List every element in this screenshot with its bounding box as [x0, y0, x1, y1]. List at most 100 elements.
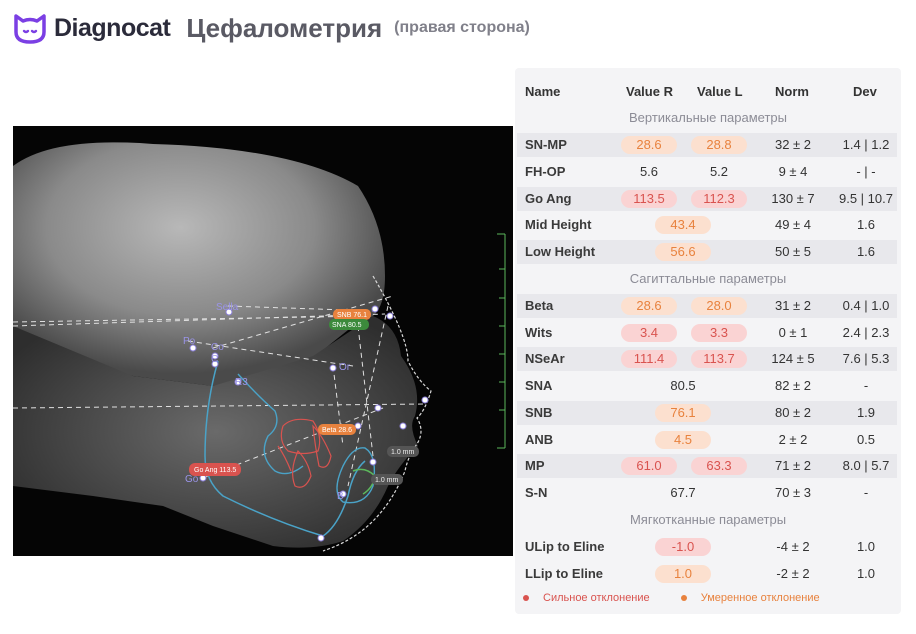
mm-tag-2-text: 1.0 mm — [375, 477, 399, 484]
landmark-or-label: Or — [339, 362, 351, 373]
row-dev: 1.9 — [856, 405, 876, 420]
row-norm: 71 ± 2 — [774, 458, 812, 473]
row-dev: - | - — [856, 164, 876, 179]
row-norm: 80 ± 2 — [774, 405, 812, 420]
row-name: SN-MP — [525, 137, 567, 152]
landmark-c-label: C — [211, 354, 218, 365]
snb-tag[interactable]: SNB 76.1 — [333, 309, 371, 320]
row-value-r: 111.4 — [621, 350, 677, 368]
row-value-l: 5.2 — [709, 164, 729, 179]
page-subtitle: (правая сторона) — [394, 19, 530, 36]
row-dev: 1.0 — [856, 566, 876, 581]
sna-tag-text: SNA 80.5 — [332, 322, 362, 329]
row-norm: 31 ± 2 — [774, 298, 812, 313]
row-value: 80.5 — [670, 378, 696, 393]
beta-tag[interactable]: Beta 28.6 — [318, 424, 356, 435]
row-value: -1.0 — [655, 538, 711, 556]
row-value-r: 3.4 — [621, 324, 677, 342]
table-header: Name Value R Value L Norm Dev — [515, 84, 901, 104]
sna-tag[interactable]: SNA 80.5 — [329, 319, 369, 330]
row-name: SNB — [525, 405, 553, 420]
row-name: ANB — [525, 432, 554, 447]
row-value-r: 5.6 — [639, 164, 659, 179]
row-value-l: 28.8 — [691, 136, 747, 154]
row-dev: 1.4 | 1.2 — [842, 137, 890, 152]
row-dev: - — [863, 485, 869, 500]
table-row: Wits 3.4 3.3 0 ± 1 2.4 | 2.3 — [517, 321, 897, 345]
row-norm: -2 ± 2 — [776, 566, 810, 581]
table-row: MP 61.0 63.3 71 ± 2 8.0 | 5.7 — [517, 454, 897, 478]
row-dev: 0.4 | 1.0 — [842, 298, 890, 313]
mm-tag-2[interactable]: 1.0 mm — [371, 474, 403, 485]
row-value: 43.4 — [655, 216, 711, 234]
table-row: SNA 80.5 82 ± 2 - — [517, 374, 897, 398]
row-dev: - — [863, 378, 869, 393]
landmark-go-label: Go — [185, 474, 199, 485]
beta-tag-text: Beta 28.6 — [322, 427, 352, 434]
reference-lines — [13, 295, 426, 487]
xray-canvas: Sella Po Co C R3 Or Go B SNB 76.1 SNA 80… — [13, 126, 513, 556]
row-name: ULip to Eline — [525, 539, 605, 554]
brand-name: Diagnocat — [54, 13, 171, 42]
go-ang-tag[interactable]: Go Ang 113.5 — [189, 463, 241, 476]
mm-tag-1[interactable]: 1.0 mm — [387, 446, 419, 457]
row-name: S-N — [525, 485, 548, 500]
row-norm: 0 ± 1 — [778, 325, 808, 340]
row-norm: 124 ± 5 — [771, 351, 815, 366]
cephalometric-xray[interactable]: Sella Po Co C R3 Or Go B SNB 76.1 SNA 80… — [13, 126, 513, 556]
row-name: Mid Height — [525, 217, 592, 232]
col-dev-header: Dev — [853, 84, 877, 99]
table-row: ANB 4.5 2 ± 2 0.5 — [517, 428, 897, 452]
row-dev: 9.5 | 10.7 — [839, 191, 893, 206]
row-name: NSeAr — [525, 351, 565, 366]
row-name: FH-OP — [525, 164, 566, 179]
row-norm: 9 ± 4 — [778, 164, 808, 179]
table-row: ULip to Eline -1.0 -4 ± 2 1.0 — [517, 535, 897, 559]
row-value: 67.7 — [670, 485, 696, 500]
row-value-l: 28.0 — [691, 297, 747, 315]
soft-tissue-profile — [322, 275, 432, 552]
landmark-r3-label: R3 — [235, 377, 248, 388]
row-value: 1.0 — [655, 565, 711, 583]
table-row: Go Ang 113.5 112.3 130 ± 7 9.5 | 10.7 — [517, 187, 897, 211]
snb-tag-text: SNB 76.1 — [337, 312, 367, 319]
go-ang-tag-text: Go Ang 113.5 — [194, 467, 236, 474]
row-norm: 2 ± 2 — [778, 432, 808, 447]
landmark-points — [189, 305, 429, 542]
row-value: 56.6 — [655, 243, 711, 261]
row-value-r: 61.0 — [621, 457, 677, 475]
measurements-panel: Name Value R Value L Norm Dev Вертикальн… — [515, 68, 901, 614]
face-silhouette — [13, 316, 418, 548]
row-norm: 50 ± 5 — [774, 244, 812, 259]
col-norm-header: Norm — [775, 84, 809, 99]
row-name: MP — [525, 458, 545, 473]
row-norm: 49 ± 4 — [774, 217, 812, 232]
table-row: NSeAr 111.4 113.7 124 ± 5 7.6 | 5.3 — [517, 347, 897, 371]
col-value-l-header: Value L — [697, 84, 743, 99]
landmark-b-label: B — [337, 491, 344, 502]
row-value-r: 28.6 — [621, 136, 677, 154]
mandible-tracing — [204, 360, 366, 537]
row-norm: -4 ± 2 — [776, 539, 810, 554]
legend-strong-dot — [523, 595, 529, 602]
landmark-po-label: Po — [183, 336, 196, 347]
section-soft-tissue: Мягкотканные параметры — [629, 512, 787, 527]
row-norm: 82 ± 2 — [774, 378, 812, 393]
table-row: S-N 67.7 70 ± 3 - — [517, 481, 897, 505]
row-value-l: 63.3 — [691, 457, 747, 475]
row-norm: 130 ± 7 — [771, 191, 815, 206]
row-dev: 8.0 | 5.7 — [842, 458, 890, 473]
row-value-l: 113.7 — [691, 350, 747, 368]
row-name: Beta — [525, 298, 554, 313]
row-norm: 70 ± 3 — [774, 485, 812, 500]
row-value-r: 113.5 — [621, 190, 677, 208]
legend-moderate: Умеренное отклонение — [680, 592, 834, 604]
legend-moderate-dot — [680, 595, 687, 602]
row-dev: 7.6 | 5.3 — [842, 351, 890, 366]
landmark-co-label: Co — [211, 342, 224, 353]
teeth-tracing — [277, 418, 332, 488]
mm-tag-1-text: 1.0 mm — [391, 449, 415, 456]
row-value-l: 112.3 — [691, 190, 747, 208]
row-dev: 0.5 — [856, 432, 876, 447]
row-name: Wits — [525, 325, 553, 340]
